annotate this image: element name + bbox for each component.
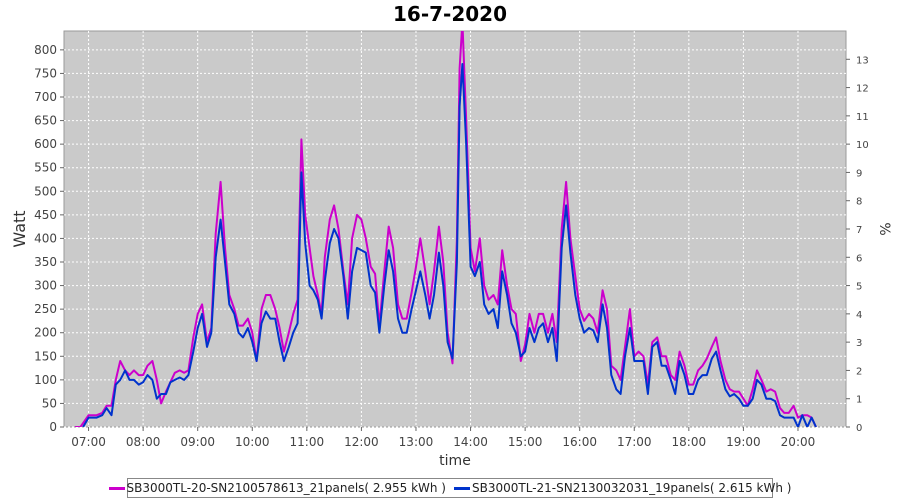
y-tick-label: 300: [34, 279, 57, 293]
y-tick-label: 100: [34, 373, 57, 387]
y-tick-label: 700: [34, 90, 57, 104]
y-tick-label: 400: [34, 231, 57, 245]
y-tick-label: 450: [34, 208, 57, 222]
x-axis-ticks: 07:00 08:00 09:00 10:00 11:00 12:00 13:00 14:00…: [71, 427, 815, 449]
y2-tick-label: 4: [856, 310, 862, 321]
y2-tick-label: 2: [856, 366, 862, 377]
plot-area: [63, 30, 847, 428]
x-tick-label: 07:00: [71, 435, 106, 449]
x-tick-label: 14:00: [453, 435, 488, 449]
y-tick-label: 150: [34, 349, 57, 363]
y2-tick-label: 1: [856, 395, 862, 406]
series-line-2: [82, 63, 817, 427]
x-tick-label: 13:00: [399, 435, 434, 449]
y-tick-label: 50: [42, 396, 57, 410]
y-tick-label: 500: [34, 184, 57, 198]
legend-label-series-1: SB3000TL-20-SN2100578613_21panels( 2.955…: [126, 481, 446, 495]
y-tick-label: 650: [34, 114, 57, 128]
y2-tick-label: 8: [856, 197, 862, 208]
chart-title: 16-7-2020: [393, 2, 507, 26]
legend-label-series-2: SB3000TL-21-SN2130032031_19panels( 2.615…: [472, 481, 792, 495]
y2-tick-label: 11: [856, 112, 869, 123]
y2-tick-label: 3: [856, 338, 862, 349]
y-tick-label: 350: [34, 255, 57, 269]
legend-item-series-2: SB3000TL-21-SN2130032031_19panels( 2.615…: [454, 481, 791, 495]
legend-swatch-series-1: [108, 486, 125, 490]
x-tick-label: 17:00: [617, 435, 652, 449]
legend-item-series-1: SB3000TL-20-SN2100578613_21panels( 2.955…: [108, 481, 446, 495]
y-tick-label: 0: [49, 420, 57, 434]
y-tick-label: 600: [34, 137, 57, 151]
y-tick-label: 800: [34, 43, 57, 57]
x-tick-label: 19:00: [726, 435, 761, 449]
y2-tick-label: 9: [856, 168, 862, 179]
y2-tick-label: 0: [856, 423, 862, 434]
y2-tick-label: 5: [856, 282, 862, 293]
x-axis-label: time: [439, 453, 471, 469]
y-tick-label: 200: [34, 326, 57, 340]
y2-tick-label: 6: [856, 253, 862, 264]
y-tick-label: 250: [34, 302, 57, 316]
series-group: [74, 31, 817, 427]
y2-axis-label: %: [876, 222, 892, 235]
x-tick-label: 11:00: [290, 435, 325, 449]
y2-tick-label: 7: [856, 225, 862, 236]
x-tick-label: 09:00: [180, 435, 215, 449]
x-tick-label: 10:00: [235, 435, 270, 449]
y2-tick-label: 12: [856, 84, 869, 95]
y-axis-label: Watt: [10, 210, 29, 247]
y-tick-label: 550: [34, 161, 57, 175]
y2-tick-label: 10: [856, 140, 869, 151]
legend-swatch-series-2: [454, 486, 470, 490]
x-tick-label: 16:00: [562, 435, 597, 449]
y-tick-label: 750: [34, 66, 57, 80]
legend: SB3000TL-20-SN2100578613_21panels( 2.955…: [108, 478, 791, 498]
x-tick-label: 15:00: [508, 435, 543, 449]
y-axis-ticks: 0 50 100 150 200 250 300 350 400 450 500 550 600 650 7…: [34, 43, 64, 434]
x-tick-label: 08:00: [126, 435, 161, 449]
y2-tick-label: 13: [856, 55, 869, 66]
x-tick-label: 12:00: [344, 435, 379, 449]
x-tick-label: 18:00: [672, 435, 707, 449]
x-tick-label: 20:00: [781, 435, 816, 449]
